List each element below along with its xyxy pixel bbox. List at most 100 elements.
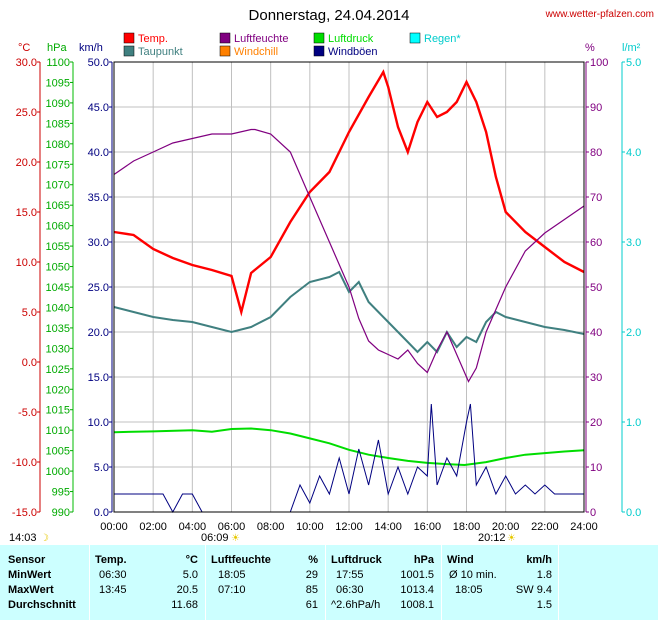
wind-tick-label: 20.0 [88,327,109,339]
stats-temp-value: 11.68 [171,599,198,611]
legend-swatch [219,45,231,57]
pressure-tick-label: 995 [52,487,70,499]
legend-swatch [123,32,135,44]
wind-tick-label: 40.0 [88,147,109,159]
legend-label: Windchill [234,46,278,58]
stats-label: Durchschnitt [8,599,76,611]
rain-tick-label: 5.0 [626,57,641,69]
pressure-tick-label: 1070 [46,180,70,192]
pressure-tick-label: 1010 [46,425,70,437]
time-tick-label: 22:00 [531,521,559,533]
wind-tick-label: 50.0 [88,57,109,69]
stats-pressure-time: 17:55 [336,569,364,581]
wind-tick-label: 10.0 [88,417,109,429]
stats-header-humidity-unit: % [308,554,318,566]
pressure-tick-label: 1035 [46,323,70,335]
pressure-tick-label: 1025 [46,364,70,376]
pressure-tick-label: 1085 [46,118,70,130]
astro-markers: 14:03 ☽ 06:09 ☀ 20:12 ☀ [9,532,516,544]
humidity-tick-label: 90 [590,102,602,114]
stats-header-humidity: Luftfeuchte [211,554,271,566]
stats-header-wind: Wind [447,554,474,566]
legend-label: Regen* [424,33,461,45]
rain-tick-label: 2.0 [626,327,641,339]
rain-tick-label: 0.0 [626,507,641,519]
sunset-time: 20:12 [478,532,506,544]
temp-tick-label: 15.0 [16,207,37,219]
time-tick-label: 12:00 [335,521,363,533]
pressure-tick-label: 1045 [46,282,70,294]
stats-header-temp: Temp. [95,554,127,566]
temp-tick-label: 5.0 [22,307,37,319]
time-tick-label: 02:00 [139,521,167,533]
stats-pressure-value: 1013.4 [400,584,434,596]
pressure-tick-label: 1000 [46,466,70,478]
humidity-tick-label: 0 [590,507,596,519]
sunrise-icon: ☀ [231,533,240,544]
humidity-tick-label: 30 [590,372,602,384]
stats-header-pressure: Luftdruck [331,554,382,566]
pressure-tick-label: 1080 [46,139,70,151]
stats-row-min: MinWert 06:30 5.0 18:05 29 17:55 1001.5 … [0,568,658,583]
stats-temp-value: 20.5 [176,584,198,596]
stats-pressure-value: 1001.5 [400,569,434,581]
pressure-tick-label: 1040 [46,302,70,314]
humidity-tick-label: 10 [590,462,602,474]
sunrise-time: 06:09 [201,532,229,544]
time-tick-label: 20:00 [492,521,520,533]
series-luftdruck [113,427,585,467]
rain-axis-unit: l/m² [622,42,641,54]
stats-label: MinWert [8,569,52,581]
stats-temp-time: 13:45 [99,584,127,596]
stats-label: MaxWert [8,584,54,596]
temp-tick-label: -5.0 [18,407,37,419]
pressure-tick-label: 1050 [46,262,70,274]
time-tick-label: 14:00 [374,521,402,533]
moonrise-time: 14:03 [9,532,37,544]
stats-row-max: MaxWert 13:45 20.5 07:10 85 06:30 1013.4… [0,583,658,598]
wind-axis-unit: km/h [79,42,103,54]
plot-frame [113,61,585,513]
time-tick-label: 16:00 [414,521,442,533]
legend-swatch [219,32,231,44]
pressure-tick-label: 1065 [46,200,70,212]
chart-title: Donnerstag, 24.04.2014 [249,7,410,24]
series-luftfeuchte [113,128,585,383]
wind-tick-label: 35.0 [88,192,109,204]
temp-tick-label: 30.0 [16,57,37,69]
stats-humidity-time: 18:05 [218,569,246,581]
stats-wind-value: 1.5 [536,599,552,611]
wind-tick-label: 45.0 [88,102,109,114]
wind-tick-label: 25.0 [88,282,109,294]
rain-tick-label: 4.0 [626,147,641,159]
legend-swatch [123,45,135,57]
humidity-tick-label: 100 [590,57,608,69]
temp-tick-label: -15.0 [12,507,37,519]
legend-label: Luftfeuchte [234,33,288,45]
series-temp- [113,69,585,317]
legend-swatch [313,32,325,44]
tick-labels: 30.0 25.0 20.0 15.0 10.0 5.0 0.0 -5.0 -10.0 -15.0… [12,57,641,533]
series-taupunkt [113,270,585,354]
temp-tick-label: 25.0 [16,107,37,119]
time-tick-label: 24:00 [570,521,598,533]
stats-wind-value: 1.8 [536,569,552,581]
wind-tick-label: 0.0 [94,507,109,519]
temp-axis-unit: °C [18,42,30,54]
time-tick-label: 10:00 [296,521,324,533]
stats-temp-time: 06:30 [99,569,127,581]
legend-swatch [313,45,325,57]
pressure-tick-label: 1075 [46,159,70,171]
temp-tick-label: -10.0 [12,457,37,469]
humidity-tick-label: 80 [590,147,602,159]
stats-temp-value: 5.0 [182,569,198,581]
temp-tick-label: 0.0 [22,357,37,369]
pressure-tick-label: 1055 [46,241,70,253]
temp-tick-label: 20.0 [16,157,37,169]
stats-header-temp-unit: °C [185,554,198,566]
sunset-icon: ☀ [507,533,516,544]
wind-tick-label: 30.0 [88,237,109,249]
time-tick-label: 04:00 [179,521,207,533]
humidity-tick-label: 50 [590,282,602,294]
